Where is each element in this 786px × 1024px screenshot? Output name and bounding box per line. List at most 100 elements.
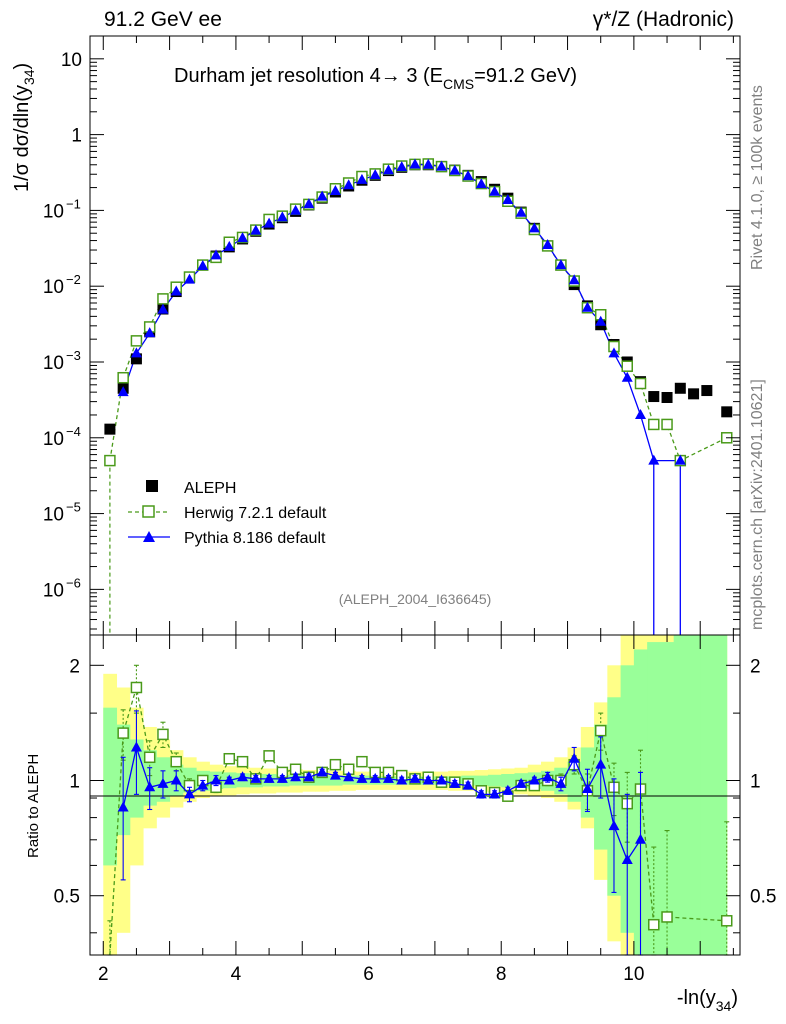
main-ylabel-text: 1/σ dσ/dln(y — [11, 85, 33, 192]
herwig-ratio-point — [143, 751, 156, 764]
pythia-ratio-point — [356, 772, 368, 783]
legend: ALEPH Herwig 7.2.1 default Pythia 8.186 … — [128, 480, 327, 547]
pythia-ratio-point — [210, 774, 222, 785]
main-y-tick-label: 10 — [43, 429, 64, 450]
stat-band-segment — [328, 775, 343, 786]
stat-band-segment — [315, 775, 330, 786]
pythia-point — [528, 222, 540, 233]
stat-band-segment — [501, 773, 515, 788]
main-title-sub: CMS — [443, 76, 474, 92]
herwig-point — [130, 335, 143, 347]
pythia-ratio-point — [130, 741, 142, 752]
main-y-tick-label: 10 — [43, 505, 64, 526]
herwig-ratio-point — [223, 752, 236, 765]
pythia-ratio-point — [449, 777, 461, 788]
pythia-ratio-point — [117, 801, 129, 812]
pythia-point — [157, 303, 169, 314]
pythia-point — [356, 173, 368, 184]
legend-herwig-label: Herwig 7.2.1 default — [184, 505, 327, 522]
pythia-ratio-point — [621, 853, 633, 864]
pythia-ratio-point — [436, 774, 448, 785]
herwig-ratio-point — [117, 727, 129, 739]
main-y-tick-label: 10 — [61, 50, 82, 71]
pythia-point — [635, 408, 647, 419]
pythia-point — [276, 211, 288, 222]
pythia-ratio-point — [369, 772, 381, 783]
aleph-point — [721, 406, 733, 418]
xlabel-tail: ) — [731, 987, 738, 1009]
ratio-data-layer — [107, 664, 733, 956]
legend-aleph-marker — [146, 480, 158, 492]
pythia-point — [144, 327, 156, 338]
pythia-ratio-point — [197, 779, 209, 790]
stat-band-segment — [474, 775, 489, 786]
pythia-ratio-point — [263, 772, 275, 783]
pythia-ratio-point — [502, 784, 514, 795]
pythia-point — [117, 386, 129, 397]
herwig-point — [621, 360, 633, 372]
pythia-ratio-line — [122, 745, 642, 862]
ratio-y-ticks: 0.5 0.5 1 1 2 2 — [54, 656, 776, 934]
main-y-tick-exponent: −3 — [66, 348, 81, 363]
pythia-ratio-point — [170, 774, 182, 785]
pythia-point — [568, 274, 580, 285]
pythia-point — [369, 169, 381, 180]
pythia-point — [382, 164, 394, 175]
herwig-point — [104, 454, 116, 467]
mcplots-reference-label: mcplots.cern.ch [arXiv:2401.10621] — [749, 379, 766, 630]
pythia-point — [581, 301, 593, 312]
header-right-label: γ*/Z (Hadronic) — [593, 8, 734, 31]
pythia-point — [409, 158, 421, 169]
stat-band-segment — [700, 635, 728, 955]
main-y-tick-label: 10 — [43, 277, 64, 298]
herwig-ratio-point — [130, 681, 143, 694]
pythia-ratio-point — [157, 777, 169, 788]
pythia-ratio-point — [329, 769, 341, 780]
pythia-ratio-point — [382, 772, 394, 783]
analysis-id-label: (ALEPH_2004_I636645) — [339, 591, 492, 607]
legend-herwig-marker — [142, 505, 155, 518]
herwig-ratio-point — [157, 728, 169, 741]
herwig-point — [157, 293, 169, 305]
aleph-point — [648, 391, 660, 403]
pythia-point — [608, 347, 620, 358]
herwig-point — [634, 377, 647, 390]
main-y-tick-exponent: −1 — [66, 196, 81, 211]
aleph-point — [674, 382, 686, 394]
xlabel-text: -ln(y — [677, 987, 716, 1009]
ratio-y-tick-label: 0.5 — [54, 887, 80, 908]
pythia-point — [436, 160, 448, 171]
x-tick-label: 10 — [623, 964, 644, 985]
header-left-label: 91.2 GeV ee — [104, 8, 222, 31]
pythia-ratio-point — [237, 771, 249, 782]
pythia-ratio-point — [250, 772, 262, 783]
main-title-text: Durham jet resolution 4→ 3 (E — [174, 65, 443, 87]
rivet-version-label: Rivet 4.1.0, ≥ 100k events — [749, 85, 766, 270]
legend-pythia-label: Pythia 8.186 default — [184, 530, 326, 547]
pythia-ratio-point — [396, 774, 408, 785]
pythia-point — [290, 204, 302, 215]
ratio-plot-frame — [89, 634, 741, 956]
main-y-tick-label: 10 — [43, 201, 64, 222]
pythia-point — [502, 194, 514, 205]
pythia-point — [396, 161, 408, 172]
stat-band-segment — [103, 707, 118, 866]
x-tick-label: 2 — [98, 964, 109, 985]
x-tick-label: 4 — [231, 964, 242, 985]
main-y-tick-label: 1 — [71, 126, 82, 147]
stat-band-segment — [647, 642, 675, 955]
main-x-ticks — [102, 36, 734, 635]
aleph-point — [701, 385, 713, 397]
pythia-point — [621, 371, 633, 382]
pythia-ratio-point — [568, 752, 580, 763]
pythia-point — [237, 232, 249, 243]
stat-band-segment — [673, 635, 701, 955]
pythia-point — [489, 185, 501, 196]
main-y-tick-exponent: −5 — [66, 500, 81, 515]
pythia-point — [343, 179, 355, 190]
pythia-point — [542, 238, 554, 249]
pythia-ratio-point — [290, 771, 302, 782]
